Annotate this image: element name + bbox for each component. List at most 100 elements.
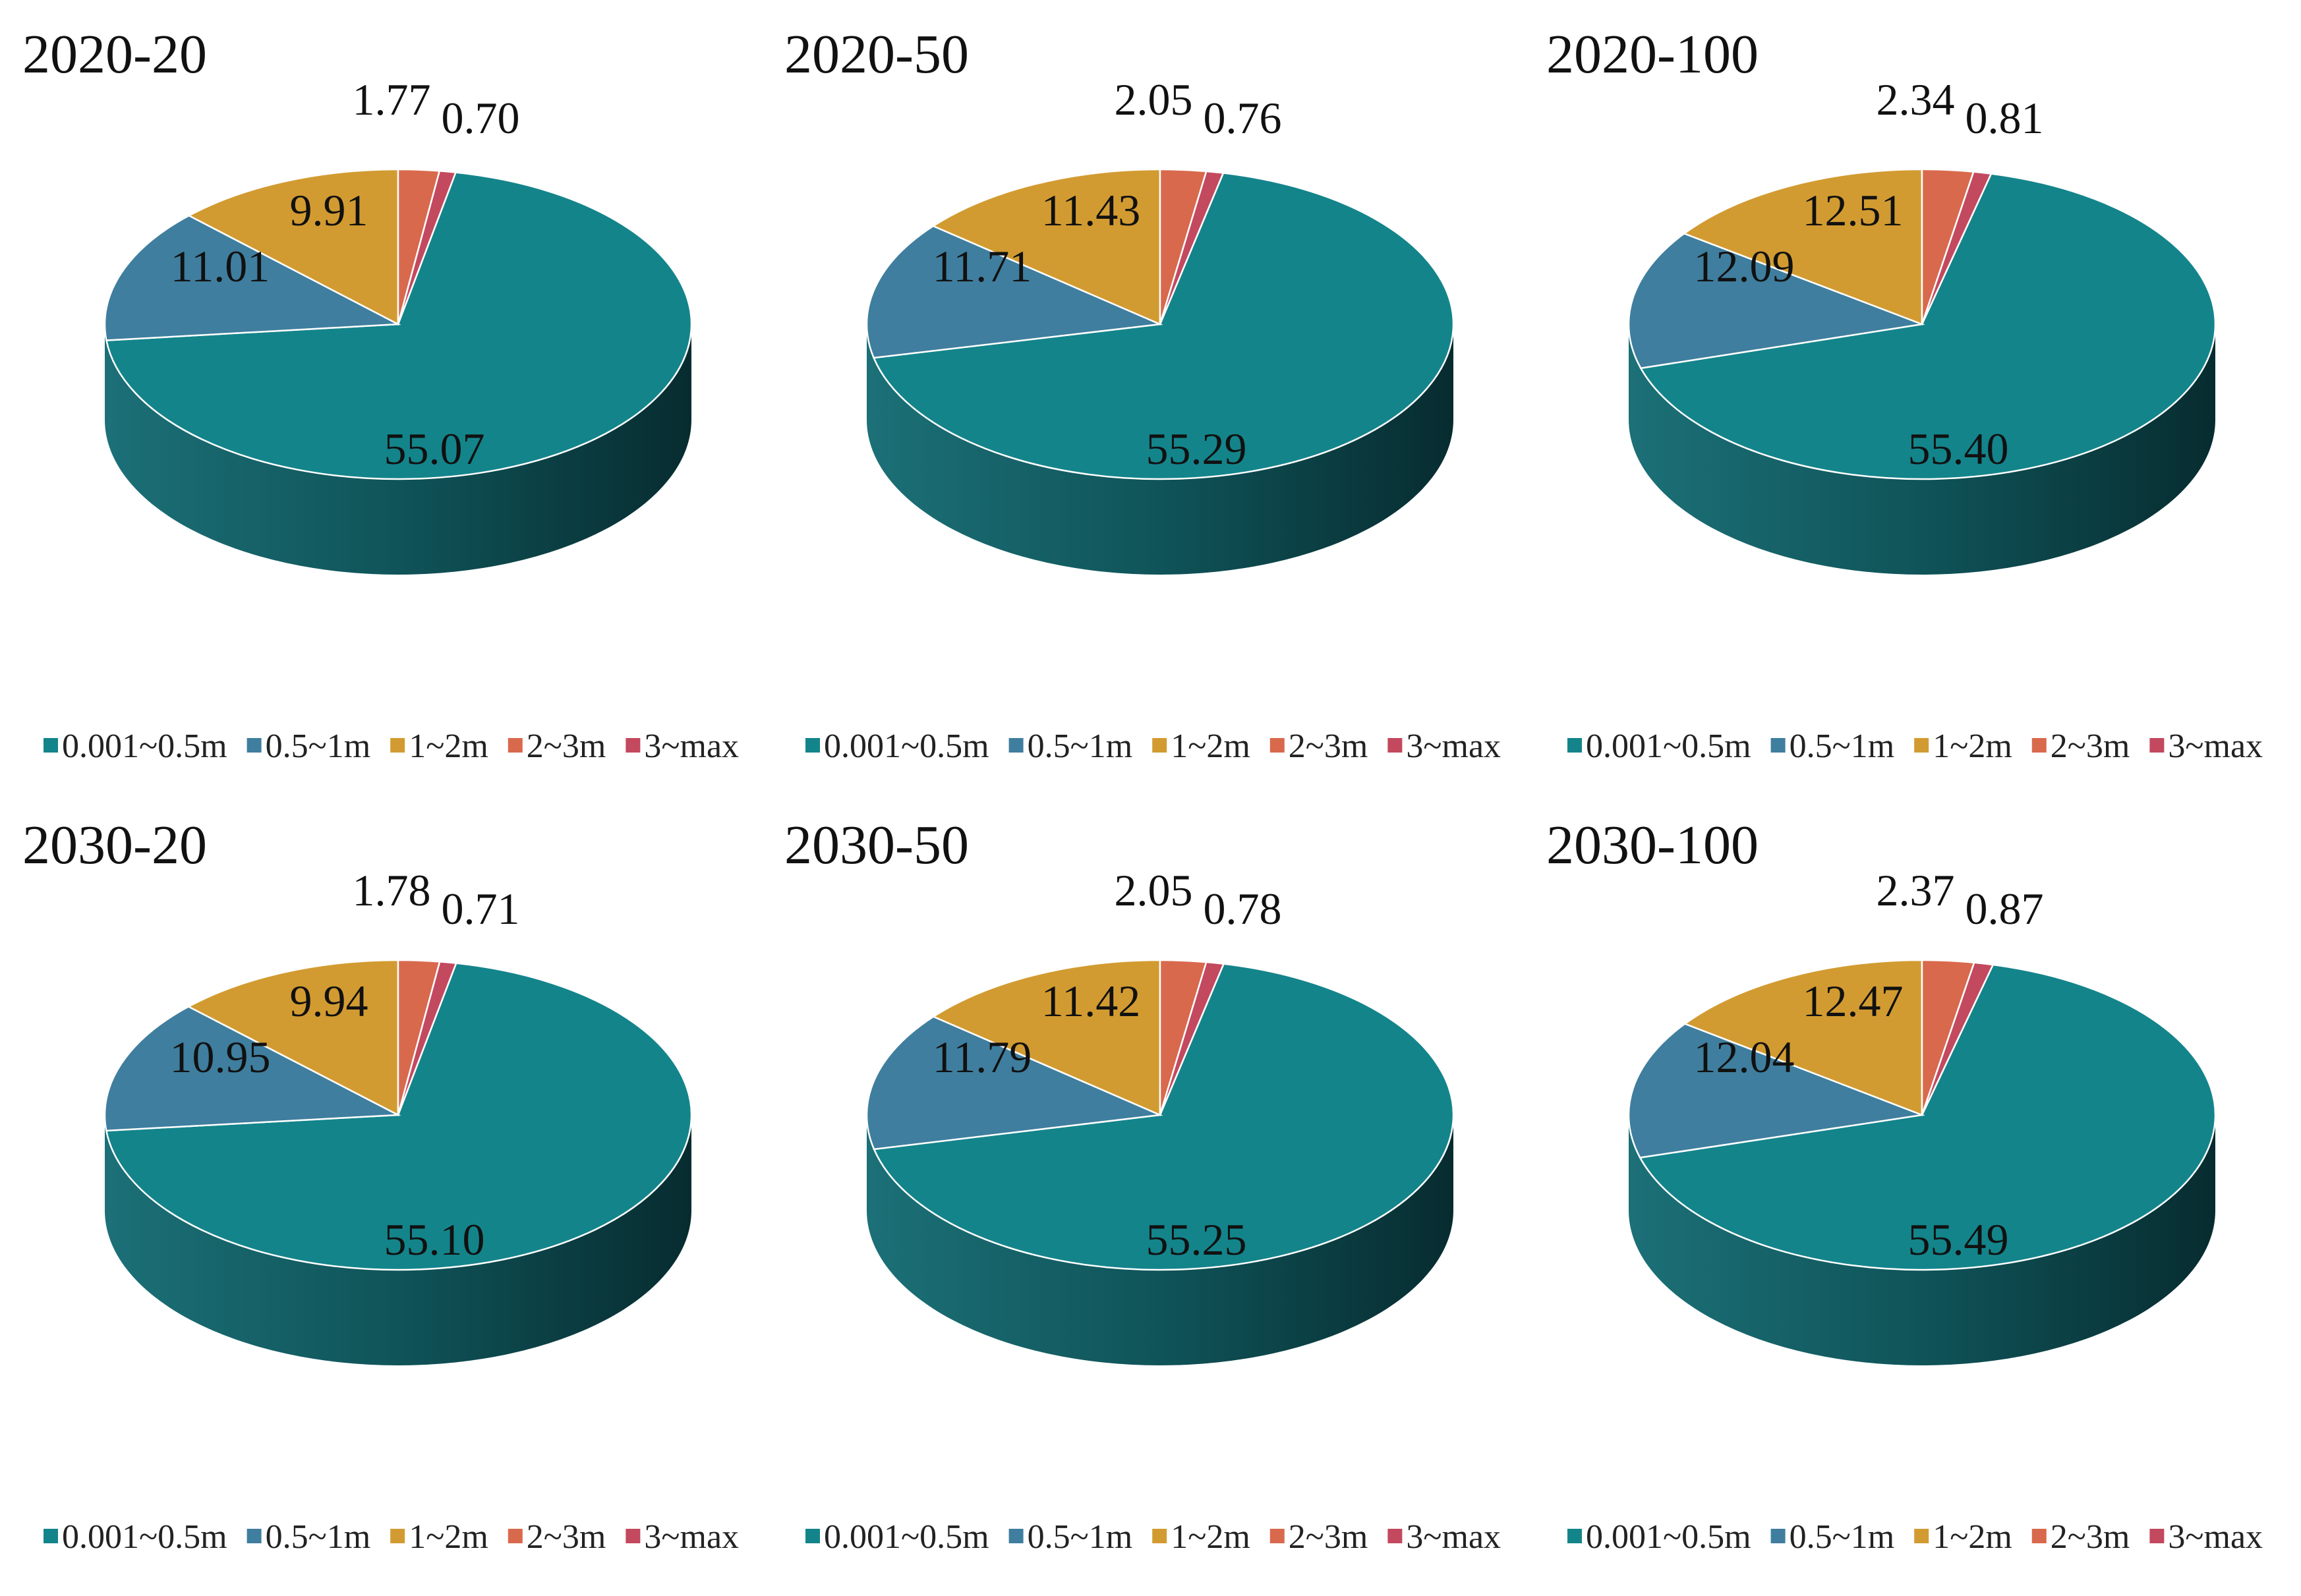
legend-swatch <box>2149 1529 2165 1543</box>
legend-swatch <box>1770 738 1786 753</box>
legend-swatch <box>247 1529 262 1543</box>
pie-slice <box>187 168 399 326</box>
data-label: 12.04 <box>1694 1032 1795 1082</box>
legend-label: 1~2m <box>409 727 488 765</box>
legend-swatch <box>2031 1529 2047 1543</box>
data-label: 0.87 <box>1966 884 2044 934</box>
data-label: 2.37 <box>1877 865 1955 915</box>
data-label: 2.34 <box>1877 74 1955 125</box>
legend-swatch <box>508 738 523 753</box>
data-label: 9.91 <box>290 185 368 235</box>
legend-swatch <box>1008 738 1024 753</box>
data-label: 55.29 <box>1146 424 1247 474</box>
data-label: 11.43 <box>1041 185 1140 235</box>
pie-slice <box>1921 171 1993 325</box>
chart-title: 2020-20 <box>22 24 207 85</box>
pie-slice <box>1627 232 1925 370</box>
data-label: 0.78 <box>1204 884 1282 934</box>
pie-slice <box>1921 961 1995 1116</box>
data-label: 12.47 <box>1803 976 1904 1026</box>
legend-swatch <box>1008 1529 1024 1543</box>
legend-swatch <box>508 1529 523 1543</box>
legend-swatch <box>1770 1529 1786 1543</box>
data-label: 12.51 <box>1803 185 1904 235</box>
pie-side-wall <box>1629 324 2215 575</box>
data-label: 0.70 <box>442 93 520 143</box>
legend-label: 2~3m <box>527 727 606 765</box>
data-label: 12.09 <box>1694 241 1795 291</box>
legend-label: 0.001~0.5m <box>1586 1518 1751 1556</box>
legend-label: 2~3m <box>527 1518 606 1556</box>
legend-label: 3~max <box>2168 727 2263 765</box>
legend-swatch <box>44 738 58 753</box>
legend-swatch <box>2149 738 2165 753</box>
pie-slice <box>873 963 1455 1271</box>
chart-title: 2030-50 <box>784 814 969 876</box>
pie-slice <box>1159 170 1225 325</box>
chart-title: 2020-100 <box>1546 24 1759 85</box>
legend-label: 2~3m <box>2051 727 2130 765</box>
data-label: 1.77 <box>353 74 431 125</box>
pie-side-wall <box>105 324 691 575</box>
data-label: 0.71 <box>442 884 520 934</box>
legend-label: 1~2m <box>1171 1518 1250 1556</box>
legend-label: 2~3m <box>1289 727 1368 765</box>
pie-slice <box>931 959 1161 1116</box>
chart-title: 2030-20 <box>22 814 207 876</box>
legend-label: 1~2m <box>409 1518 488 1556</box>
legend-swatch <box>2031 738 2047 753</box>
pie-side-wall <box>867 324 1453 575</box>
pie-slice <box>872 172 1455 480</box>
legend-label: 0.5~1m <box>1790 1518 1895 1556</box>
data-label: 0.76 <box>1204 93 1282 143</box>
legend-swatch <box>1152 738 1167 753</box>
legend-swatch <box>390 1529 405 1543</box>
pie-slice <box>865 1015 1163 1151</box>
legend-swatch <box>1152 1529 1167 1543</box>
legend-label: 1~2m <box>1933 1518 2012 1556</box>
data-label: 11.42 <box>1041 976 1140 1026</box>
pie-slice <box>865 225 1163 359</box>
data-label: 55.10 <box>384 1214 485 1265</box>
legend-label: 3~max <box>1406 727 1501 765</box>
pie-side-wall <box>1629 1115 2215 1365</box>
legend-label: 2~3m <box>1289 1518 1368 1556</box>
legend-swatch <box>390 738 405 753</box>
legend-swatch <box>1269 1529 1285 1543</box>
data-label: 55.07 <box>384 424 485 474</box>
legend-swatch <box>1387 1529 1403 1543</box>
pie-slice <box>397 170 457 325</box>
data-label: 11.79 <box>933 1032 1032 1082</box>
legend-label: 0.001~0.5m <box>62 1518 227 1556</box>
legend-swatch <box>1914 1529 1929 1543</box>
data-label: 9.94 <box>290 976 368 1026</box>
pie-slice <box>1639 963 2217 1271</box>
pie-slice <box>397 961 457 1116</box>
legend-label: 0.5~1m <box>266 1518 371 1556</box>
legend-label: 0.5~1m <box>1028 1518 1133 1556</box>
pie-slice <box>187 959 399 1117</box>
chart-title: 2030-100 <box>1546 814 1759 876</box>
data-label: 11.01 <box>171 241 270 291</box>
data-label: 10.95 <box>170 1032 271 1082</box>
data-label: 1.78 <box>353 865 431 915</box>
legend-label: 0.5~1m <box>1790 727 1895 765</box>
data-label: 55.49 <box>1908 1214 2009 1265</box>
pie-panel-2030-20: 2030-20 55.10 10.95 9.94 1.78 0.71 0.001~0.5m 0… <box>22 814 739 1556</box>
legend-label: 3~max <box>2168 1518 2263 1556</box>
data-label: 55.40 <box>1908 424 2009 474</box>
pie-slice <box>105 962 693 1271</box>
legend-label: 3~max <box>644 727 739 765</box>
pie-panel-2020-20: 2020-20 55.07 11.01 9.91 1.77 0.70 0.001~0.5m 0… <box>22 24 739 765</box>
legend-label: 1~2m <box>1933 727 2012 765</box>
data-label: 55.25 <box>1146 1214 1247 1265</box>
legend-label: 1~2m <box>1171 727 1250 765</box>
legend-label: 0.5~1m <box>266 727 371 765</box>
chart-title: 2020-50 <box>784 24 969 85</box>
